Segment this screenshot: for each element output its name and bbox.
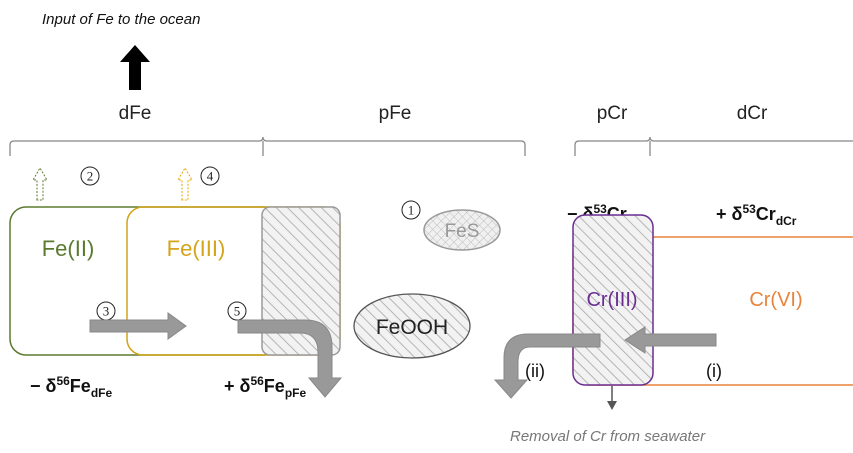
species-label: Fe(II) (42, 236, 95, 261)
species-label: FeOOH (376, 316, 448, 339)
isotope-element: Fe (70, 376, 91, 396)
feooh-ellipse (353, 293, 471, 359)
marker: 1 (401, 200, 421, 220)
isotope-pool: dFe (91, 386, 113, 400)
marker-text: 1 (408, 203, 415, 218)
removal-arrow (493, 333, 601, 399)
bracket-label: pCr (597, 103, 628, 124)
reduction-arrow (624, 326, 717, 354)
bracket-label: dCr (737, 103, 768, 124)
dashed-arrow (32, 167, 48, 201)
isotope-element: Fe (264, 376, 285, 396)
isotope-pool: pFe (285, 386, 307, 400)
isotope-mass: 56 (250, 374, 264, 388)
dashed-arrow (177, 167, 193, 201)
bracket (9, 136, 526, 156)
marker: 5 (227, 301, 247, 321)
particulate-box (261, 206, 341, 356)
isotope-prefix: + δ (224, 376, 251, 396)
pathway-label: (i) (706, 361, 722, 381)
species-label: Cr(III) (586, 289, 637, 311)
isotope-mass: 53 (742, 202, 756, 216)
bracket (574, 136, 853, 156)
isotope-pool: dCr (776, 214, 797, 228)
removal-head (607, 401, 617, 410)
precipitation-arrow (237, 319, 343, 398)
isotope-label: + δ56FepFe (224, 374, 306, 400)
isotope-mass: 53 (593, 202, 607, 216)
isotope-element: Cr (756, 204, 776, 224)
marker: 4 (200, 166, 220, 186)
input-label: Input of Fe to the ocean (42, 11, 200, 28)
species-label: FeS (445, 221, 480, 242)
isotope-mass: 56 (56, 374, 70, 388)
pathway-label: (ii) (525, 361, 545, 381)
oxidation-arrow (89, 312, 187, 340)
species-label: Cr(VI) (749, 289, 802, 311)
marker-text: 5 (234, 304, 241, 319)
marker: 3 (96, 301, 116, 321)
removal-label: Removal of Cr from seawater (510, 428, 706, 445)
isotope-prefix: + δ (716, 204, 743, 224)
marker-text: 4 (207, 169, 214, 184)
species-label: Fe(III) (167, 236, 226, 261)
isotope-label: + δ53CrdCr (716, 202, 797, 228)
isotope-prefix: − δ (30, 376, 57, 396)
fes-ellipse (423, 209, 501, 251)
marker-text: 3 (103, 304, 110, 319)
bracket-label: pFe (379, 103, 412, 124)
isotope-label: − δ56FedFe (30, 374, 112, 400)
marker-text: 2 (87, 169, 94, 184)
marker: 2 (80, 166, 100, 186)
bracket-label: dFe (119, 103, 152, 124)
input-arrow (120, 45, 150, 90)
